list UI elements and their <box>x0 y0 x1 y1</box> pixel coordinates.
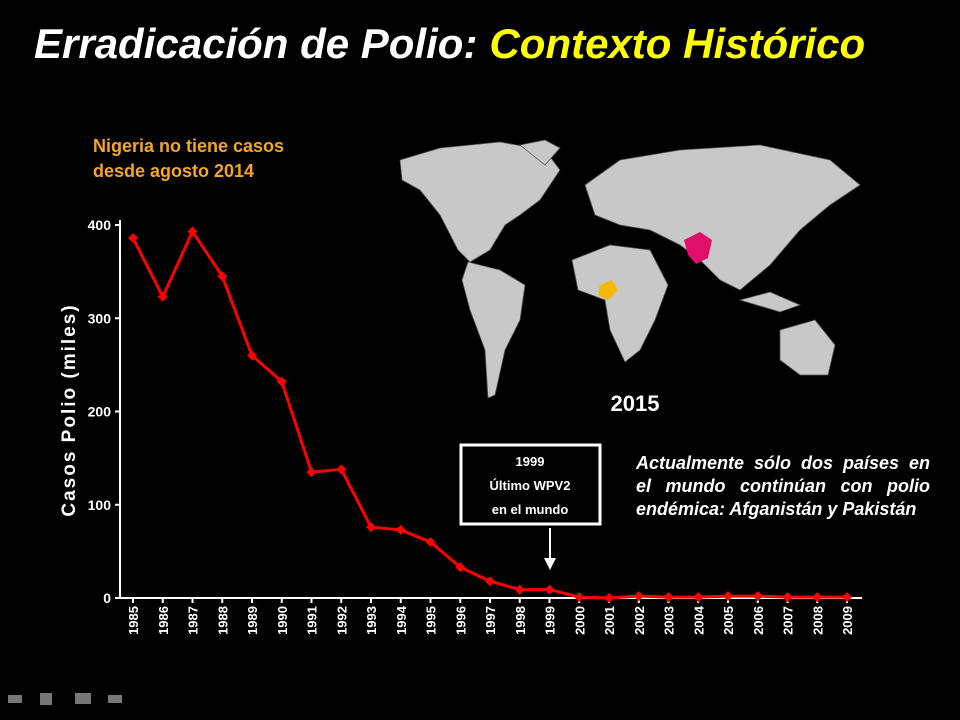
x-tick-label: 2005 <box>721 606 736 635</box>
data-point <box>514 584 525 595</box>
x-tick-label: 1990 <box>275 606 290 635</box>
x-tick-label: 1996 <box>453 606 468 635</box>
x-tick-label: 2000 <box>572 606 587 635</box>
data-point <box>544 584 555 595</box>
nigeria-shape <box>598 280 618 300</box>
x-tick-label: 1994 <box>394 605 409 635</box>
data-point <box>782 592 793 603</box>
data-point <box>366 522 376 533</box>
data-point <box>723 591 733 602</box>
data-point <box>247 350 257 361</box>
data-point <box>663 592 674 603</box>
data-point <box>633 591 644 602</box>
y-tick-label: 300 <box>88 310 112 326</box>
x-tick-label: 1993 <box>364 606 379 635</box>
x-tick-label: 1989 <box>245 606 260 635</box>
annotation: Actualmente sólo dos países en el mundo … <box>636 453 930 519</box>
x-tick-label: 1986 <box>156 606 171 635</box>
annotation-box <box>459 443 602 526</box>
data-point <box>395 524 406 535</box>
y-tick-label: 400 <box>88 217 112 233</box>
afghanistan-pakistan-shape <box>684 232 712 264</box>
slide-title: Erradicación de Polio: Contexto Histórico <box>34 20 865 67</box>
x-tick-label: 2001 <box>602 606 617 635</box>
y-tick-label: 200 <box>88 404 112 420</box>
x-tick-label: 2006 <box>751 606 766 635</box>
annotation: Nigeria no tiene casos <box>93 136 284 156</box>
data-point <box>157 291 168 302</box>
y-tick-label: 0 <box>103 590 111 606</box>
x-tick-label: 1988 <box>215 606 230 635</box>
x-tick-label: 2007 <box>781 606 796 635</box>
x-tick-label: 1991 <box>305 606 320 635</box>
map-label: 2015 <box>611 391 660 416</box>
y-tick-label: 100 <box>88 497 112 513</box>
annotation: 1999 <box>516 454 545 469</box>
data-point <box>812 592 823 603</box>
data-point <box>604 593 614 603</box>
x-tick-label: 1999 <box>543 606 558 635</box>
annotation: Último WPV2 <box>490 478 571 493</box>
world-map <box>399 139 861 399</box>
x-tick-label: 1985 <box>126 606 141 635</box>
title-part: Erradicación de Polio: <box>34 20 477 67</box>
x-tick-label: 2009 <box>840 606 855 635</box>
data-point <box>336 464 347 475</box>
data-point <box>187 226 198 237</box>
data-point <box>306 467 317 478</box>
data-point <box>693 592 704 603</box>
x-tick-label: 2008 <box>810 606 825 635</box>
x-tick-label: 2004 <box>691 605 706 635</box>
data-point <box>485 576 495 587</box>
data-point <box>217 271 228 282</box>
data-point <box>425 537 436 548</box>
x-tick-label: 1998 <box>513 606 528 635</box>
data-point <box>276 376 287 387</box>
data-point <box>455 562 466 573</box>
data-point <box>842 592 852 603</box>
x-tick-label: 2003 <box>662 606 677 635</box>
data-point <box>574 592 585 603</box>
data-point <box>752 591 763 602</box>
y-axis-label: Casos Polio (miles) <box>59 303 80 516</box>
data-point <box>128 233 138 244</box>
x-tick-label: 1995 <box>424 606 439 635</box>
annotation: en el mundo <box>492 502 569 517</box>
x-tick-label: 1997 <box>483 606 498 635</box>
nav-icons <box>8 693 122 705</box>
x-tick-label: 2002 <box>632 606 647 635</box>
x-tick-label: 1987 <box>186 606 201 635</box>
arrow-head <box>544 558 556 570</box>
title-part: Contexto Histórico <box>489 20 865 67</box>
annotation: desde agosto 2014 <box>93 161 254 181</box>
x-tick-label: 1992 <box>334 606 349 635</box>
